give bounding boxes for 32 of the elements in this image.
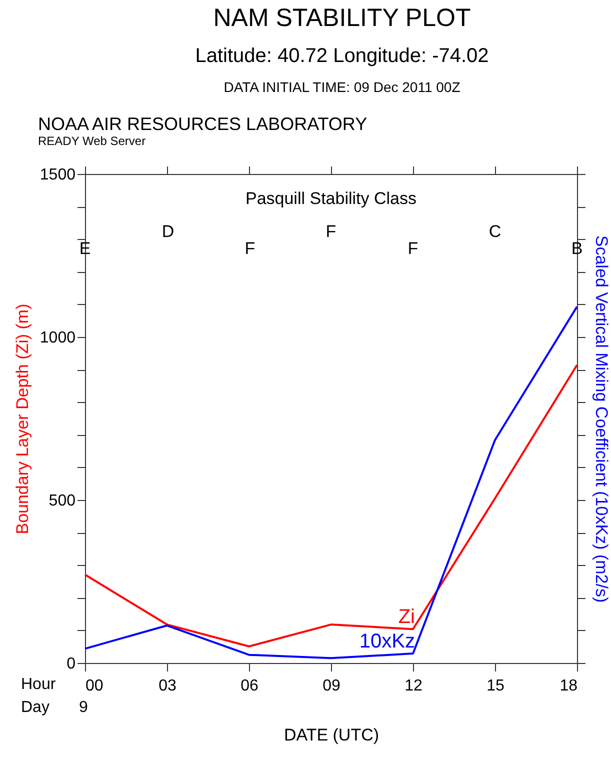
text: Day — [21, 699, 50, 717]
series-label: Zi — [398, 606, 415, 628]
y-tick-label: 1000 — [40, 330, 76, 346]
annotation: C — [488, 222, 502, 242]
annotation: Pasquill Stability Class — [244, 189, 418, 209]
x-tick-label: 18 — [560, 678, 578, 694]
annotation: F — [324, 222, 338, 242]
line-series — [84, 306, 578, 660]
annotation: F — [244, 239, 256, 259]
x-tick-label: 15 — [486, 678, 504, 694]
x-tick-label: 09 — [322, 678, 340, 694]
x-tick-label: 06 — [240, 678, 258, 694]
text: Hour — [21, 676, 56, 694]
annotation: F — [406, 239, 420, 259]
y-axis-title: Boundary Layer Depth (Zi) (m) — [12, 304, 32, 534]
text: NOAA AIR RESOURCES LABORATORY — [38, 114, 368, 135]
chart-subtitle: Latitude: 40.72 Longitude: -74.02 — [194, 45, 490, 68]
y2-axis-title: Scaled Vertical Mixing Coefficient (10xKz) (m2/s) — [592, 235, 611, 603]
x-tick-label: 00 — [86, 678, 104, 694]
y-tick-label: 0 — [66, 656, 76, 672]
y-tick-label: 1500 — [40, 166, 76, 184]
line-series — [84, 364, 578, 648]
y-tick-label: 500 — [48, 492, 76, 510]
x-tick-label: 03 — [158, 678, 176, 694]
x-tick-label: 12 — [404, 678, 422, 694]
x-axis-title: DATE (UTC) — [284, 726, 380, 744]
series-label: 10xKz — [359, 630, 415, 653]
text: 9 — [79, 699, 88, 717]
text: READY Web Server — [38, 134, 146, 148]
chart-title: NAM STABILITY PLOT — [212, 4, 472, 33]
text: DATA INITIAL TIME: 09 Dec 2011 00Z — [222, 79, 462, 95]
annotation: D — [160, 222, 176, 242]
